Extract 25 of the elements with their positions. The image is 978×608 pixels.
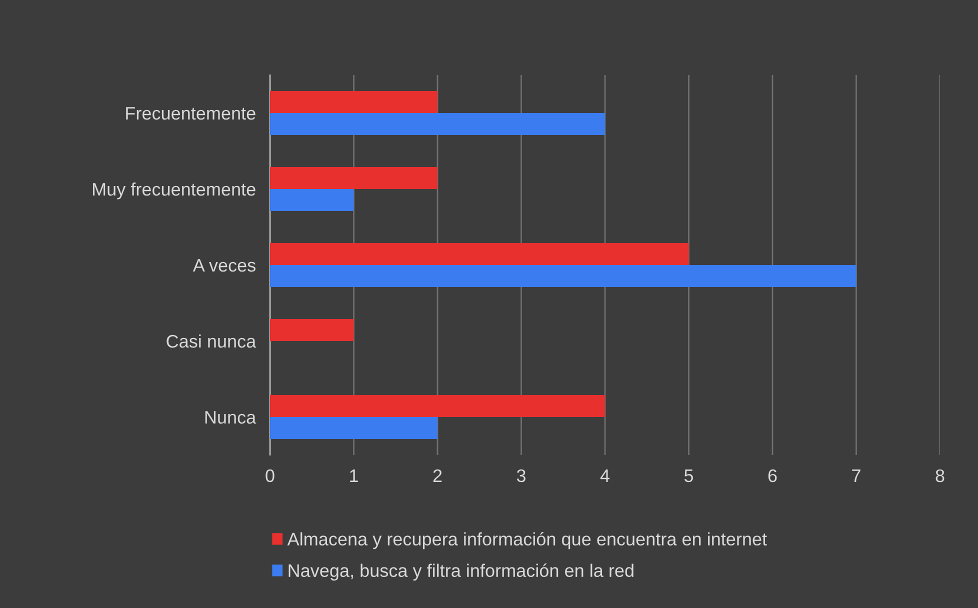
bar bbox=[270, 394, 605, 417]
y-tick-label: Casi nunca bbox=[166, 334, 256, 348]
y-tick-label: Frecuentemente bbox=[126, 107, 256, 120]
x-tick-label: 7 bbox=[852, 470, 860, 482]
x-tick-label: 6 bbox=[768, 469, 777, 482]
x-tick-label: 0 bbox=[266, 469, 274, 482]
bar bbox=[270, 318, 354, 341]
y-tick-label: Muy frecuentemente bbox=[93, 182, 256, 200]
bar bbox=[270, 242, 689, 265]
bar bbox=[270, 189, 354, 212]
x-tick-label: 4 bbox=[600, 470, 610, 482]
x-tick-label: 3 bbox=[516, 469, 526, 482]
x-tick-label: 1 bbox=[350, 470, 358, 482]
x-tick-label: 5 bbox=[684, 470, 694, 482]
bar bbox=[270, 417, 438, 440]
y-tick-label: A veces bbox=[192, 259, 256, 272]
x-tick-label: 2 bbox=[433, 469, 442, 482]
bar bbox=[270, 265, 856, 288]
legend-label: Almacena y recupera información que encuentra en internet bbox=[287, 532, 767, 550]
x-tick-label: 8 bbox=[936, 469, 944, 482]
bar bbox=[270, 166, 438, 189]
bar bbox=[270, 113, 605, 136]
bar bbox=[270, 90, 438, 113]
y-tick-label: Nunca bbox=[205, 411, 256, 424]
legend-label: Navega, busca y filtra información en la red bbox=[288, 564, 634, 581]
